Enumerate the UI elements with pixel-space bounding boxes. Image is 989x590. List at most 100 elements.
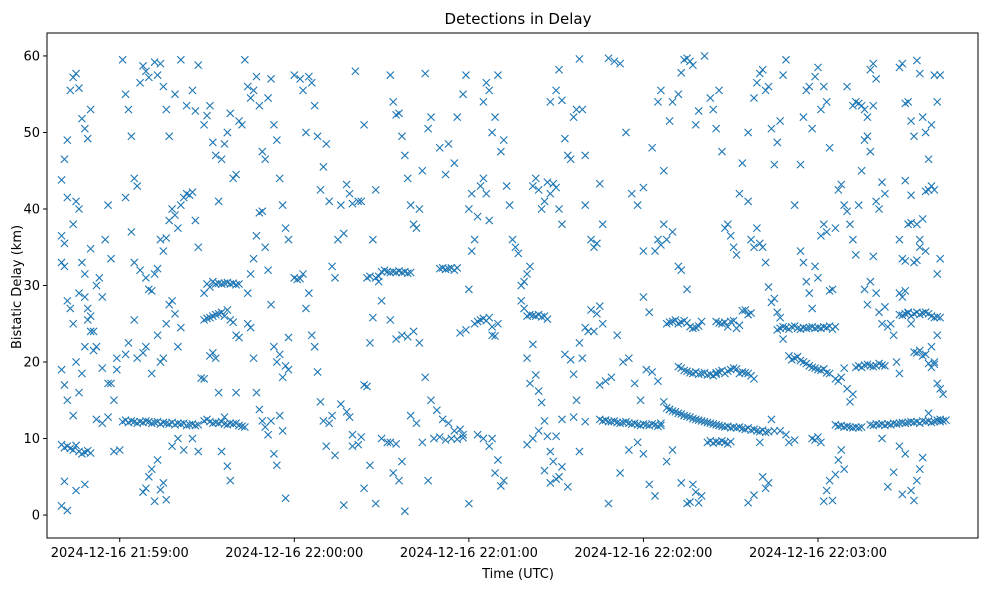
data-point: [194, 61, 203, 70]
data-point: [549, 179, 558, 188]
data-point: [936, 384, 945, 393]
data-point: [144, 73, 153, 82]
data-point: [459, 430, 468, 439]
data-point: [869, 59, 878, 68]
data-point: [491, 332, 500, 340]
data-point: [153, 264, 162, 273]
data-point: [528, 340, 537, 349]
data-point: [479, 97, 488, 106]
data-point: [69, 319, 78, 328]
data-point: [141, 273, 150, 282]
data-point: [592, 239, 601, 248]
data-point: [211, 279, 220, 288]
data-point: [217, 279, 226, 288]
data-point: [680, 366, 689, 375]
data-point: [281, 494, 290, 503]
data-point: [878, 319, 886, 328]
data-point: [365, 338, 374, 347]
chart-title: Detections in Delay: [445, 10, 592, 28]
data-point: [255, 405, 264, 414]
data-point: [162, 495, 171, 504]
data-point: [331, 451, 340, 460]
data-point: [831, 322, 840, 331]
data-point: [412, 419, 421, 428]
data-point: [796, 247, 805, 256]
data-point: [752, 224, 761, 233]
data-point: [930, 185, 939, 194]
data-point: [645, 480, 654, 489]
data-point: [496, 481, 505, 490]
x-tick-label: 2024-12-16 22:01:00: [400, 546, 538, 561]
data-point: [63, 506, 72, 515]
data-point: [767, 415, 776, 424]
data-point: [316, 397, 325, 406]
y-tick-label: 30: [23, 279, 40, 294]
x-tick-label: 2024-12-16 22:03:00: [749, 546, 887, 561]
data-point: [141, 416, 150, 425]
data-point: [898, 490, 907, 499]
data-point: [936, 417, 945, 426]
data-point: [232, 388, 241, 397]
data-point: [453, 113, 462, 122]
data-point: [95, 273, 104, 282]
data-point: [168, 442, 177, 451]
data-point: [115, 446, 124, 454]
data-point: [264, 94, 273, 103]
data-point: [459, 90, 468, 99]
data-point: [60, 380, 69, 389]
data-point: [395, 476, 404, 485]
data-point: [66, 86, 75, 95]
data-point: [80, 342, 89, 351]
data-point: [639, 247, 648, 256]
data-point: [534, 387, 543, 396]
data-point: [441, 170, 450, 179]
data-point: [150, 418, 159, 427]
data-point: [732, 364, 741, 373]
data-point: [845, 220, 854, 229]
data-point: [354, 440, 363, 449]
data-point: [310, 342, 319, 351]
data-point: [360, 484, 369, 493]
data-point: [563, 151, 572, 160]
data-point: [127, 416, 136, 425]
data-point: [898, 59, 907, 68]
data-point: [930, 313, 939, 322]
data-point: [232, 280, 241, 289]
data-point: [75, 204, 83, 213]
data-point: [813, 433, 822, 441]
data-point: [915, 243, 924, 252]
data-point: [150, 270, 159, 279]
data-point: [467, 247, 476, 256]
data-point: [104, 201, 113, 210]
data-point: [557, 220, 566, 229]
data-point: [773, 138, 782, 147]
data-point: [802, 86, 811, 95]
data-point: [610, 57, 619, 66]
data-point: [755, 239, 764, 248]
data-point: [371, 499, 380, 508]
data-point: [918, 416, 927, 425]
data-point: [860, 285, 869, 294]
data-point: [205, 101, 214, 110]
data-point: [915, 235, 924, 244]
data-point: [415, 338, 424, 347]
data-point: [290, 71, 299, 80]
data-point: [546, 447, 555, 456]
data-point: [278, 373, 287, 382]
data-point: [328, 411, 337, 420]
data-point: [319, 162, 328, 171]
data-point: [60, 262, 69, 271]
data-point: [555, 65, 564, 74]
data-point: [904, 97, 913, 106]
data-point: [299, 270, 308, 279]
data-point: [63, 193, 72, 202]
data-point: [173, 434, 182, 443]
data-point: [668, 227, 677, 236]
data-point: [723, 220, 732, 229]
data-point: [179, 446, 188, 454]
data-point: [895, 289, 904, 298]
data-point: [441, 436, 450, 445]
data-point: [438, 415, 447, 424]
data-point: [444, 139, 453, 148]
data-point: [808, 124, 817, 133]
